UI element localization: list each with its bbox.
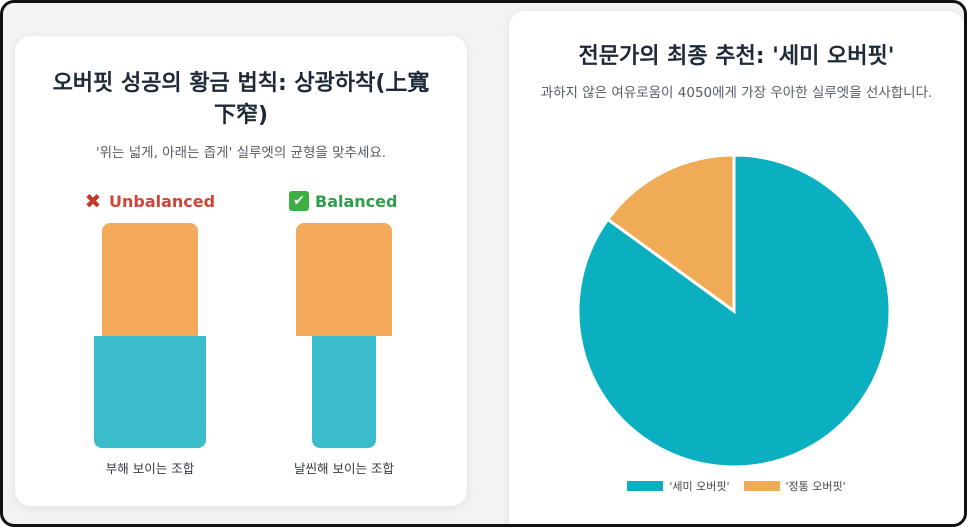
legend-swatch — [743, 481, 780, 491]
chart-legend: '세미 오버핏' '정통 오버핏' — [509, 478, 964, 494]
pie-chart — [576, 153, 892, 469]
silhouette-card: 오버핏 성공의 황금 법칙: 상광하착(上寬下窄) '위는 넓게, 아래는 좁게… — [15, 36, 467, 506]
cross-icon: ✖ — [84, 189, 102, 213]
balanced-heading: ✔ Balanced — [289, 191, 397, 211]
check-icon: ✔ — [289, 191, 309, 211]
recommendation-card: 전문가의 최종 추천: '세미 오버핏' 과하지 않은 여유로움이 4050에게… — [509, 11, 964, 524]
balanced-label: Balanced — [315, 191, 398, 211]
legend-swatch — [627, 481, 664, 491]
balanced-caption: 날씬해 보이는 조합 — [294, 461, 394, 476]
chart-subtitle: 과하지 않은 여유로움이 4050에게 가장 우아한 실루엣을 선사합니다. — [540, 85, 933, 101]
unbalanced-caption: 부해 보이는 조합 — [105, 461, 195, 476]
legend-label: '정통 오버핏' — [785, 480, 846, 493]
legend-item-1: '정통 오버핏' — [743, 478, 846, 494]
balanced-top-block — [296, 223, 392, 336]
balanced-bottom-block — [312, 336, 376, 448]
legend-item-0: '세미 오버핏' — [627, 478, 730, 494]
silhouette-title: 오버핏 성공의 황금 법칙: 상광하착(上寬下窄) — [52, 71, 430, 128]
unbalanced-bottom-block — [94, 336, 206, 448]
unbalanced-top-block — [102, 223, 198, 336]
silhouette-subtitle: '위는 넓게, 아래는 좁게' 실루엣의 균형을 맞추세요. — [95, 145, 387, 161]
legend-label: '세미 오버핏' — [669, 480, 730, 493]
pie-slice-1 — [605, 153, 736, 314]
unbalanced-label: Unbalanced — [109, 191, 216, 211]
unbalanced-heading: ✖ Unbalanced — [83, 189, 216, 213]
chart-title: 전문가의 최종 추천: '세미 오버핏' — [578, 44, 895, 69]
